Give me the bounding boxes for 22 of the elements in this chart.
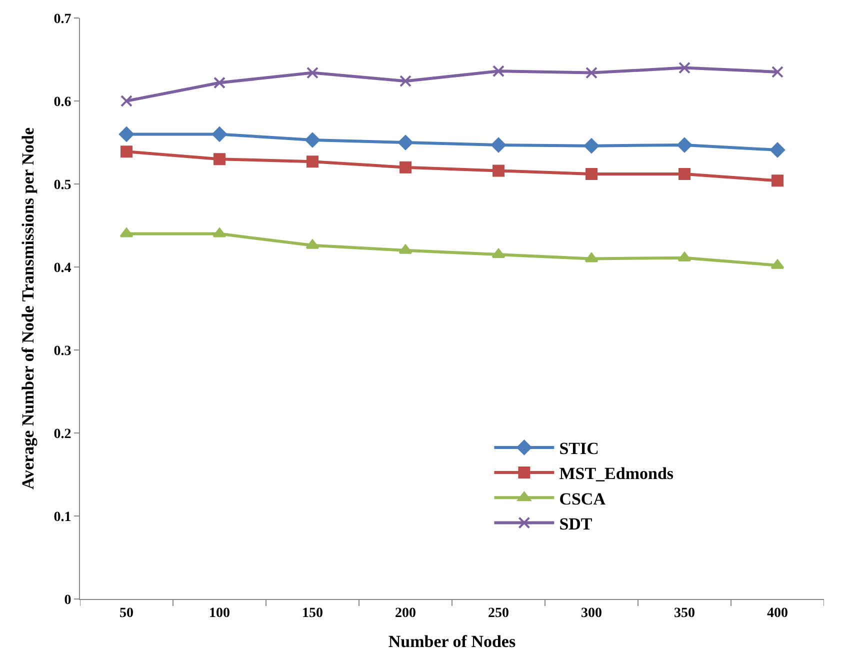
x-axis-title: Number of Nodes — [388, 632, 516, 652]
legend-label: MST_Edmonds — [559, 464, 674, 484]
y-tick-label: 0.6 — [54, 94, 72, 110]
y-tick-label: 0.5 — [54, 178, 72, 193]
legend-label: CSCA — [559, 489, 606, 508]
y-tick-label: 0.3 — [54, 344, 72, 359]
x-tick-label: 300 — [581, 606, 602, 621]
y-tick-label: 0.4 — [54, 260, 72, 276]
x-tick-label: 150 — [302, 606, 323, 621]
x-tick-label: 100 — [209, 606, 230, 621]
legend-label: SDT — [559, 514, 593, 534]
y-tick-label: 0 — [64, 592, 72, 608]
legend-label: STIC — [559, 439, 599, 458]
x-tick-label: 250 — [488, 606, 509, 621]
y-tick-label: 0.2 — [54, 426, 72, 442]
y-tick-label: 0.7 — [54, 12, 72, 27]
x-tick-label: 350 — [674, 606, 695, 621]
x-tick-label: 50 — [120, 606, 134, 621]
x-tick-label: 400 — [767, 606, 788, 621]
y-axis-title: Average Number of Node Transmissions per Node — [18, 127, 38, 490]
y-tick-label: 0.1 — [54, 510, 72, 525]
x-tick-label: 200 — [395, 606, 416, 621]
